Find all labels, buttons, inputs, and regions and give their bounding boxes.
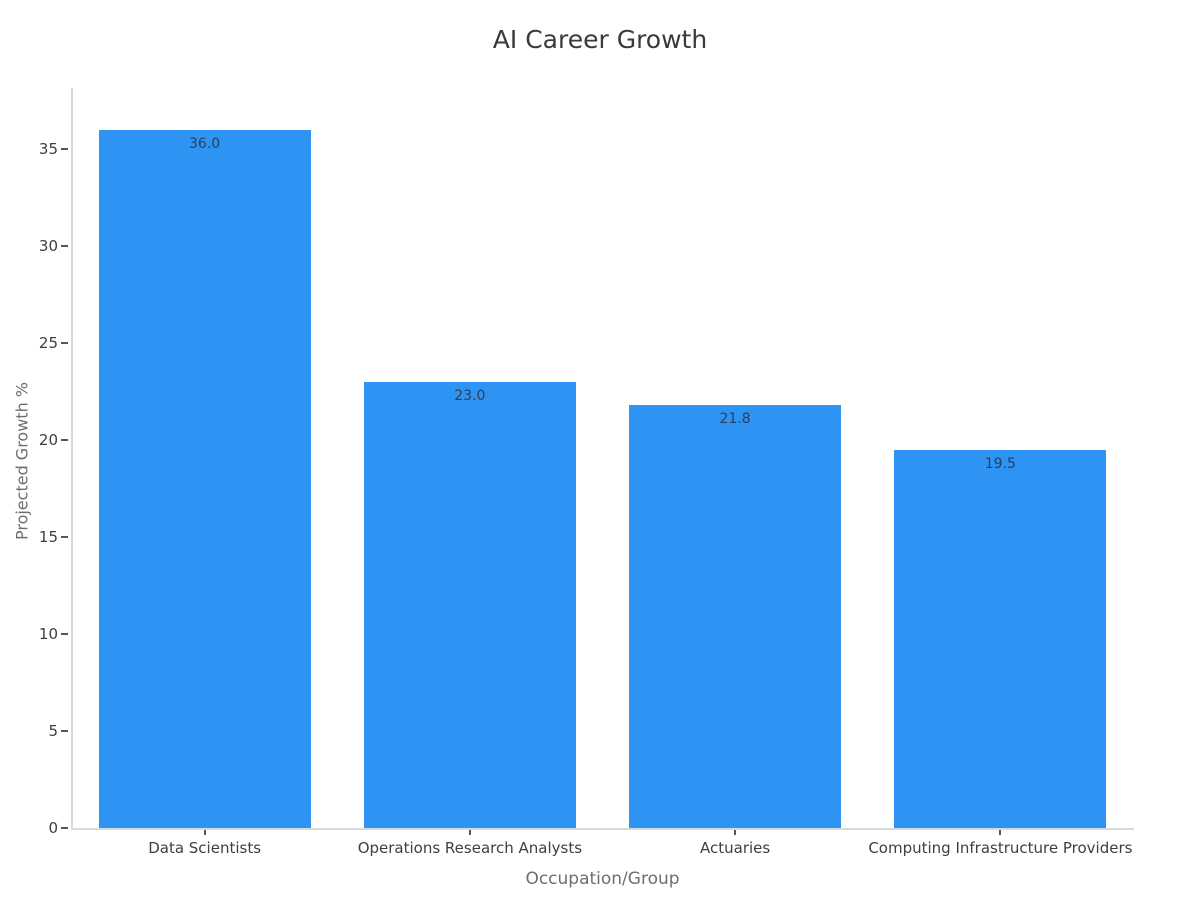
x-axis-line xyxy=(71,828,1134,830)
y-tick-label: 5 xyxy=(48,722,58,741)
x-tick-mark xyxy=(999,829,1002,835)
y-tick-label: 30 xyxy=(38,237,58,256)
bar xyxy=(894,449,1107,828)
x-tick-mark xyxy=(203,829,206,835)
chart-title: AI Career Growth xyxy=(492,25,708,54)
x-tick-label: Actuaries xyxy=(700,839,771,857)
y-tick-label: 10 xyxy=(38,625,58,644)
y-tick-label: 0 xyxy=(48,819,58,837)
bar xyxy=(363,381,576,828)
bar xyxy=(629,405,842,828)
y-tick-mark xyxy=(61,633,68,636)
bar-value-label: 23.0 xyxy=(454,387,486,404)
x-axis-title: Occupation/Group xyxy=(525,869,680,889)
x-tick-label: Data Scientists xyxy=(148,839,262,857)
y-tick-label: 20 xyxy=(38,431,58,450)
x-tick-label: Computing Infrastructure Providers xyxy=(868,839,1133,857)
y-tick-mark xyxy=(61,439,68,442)
y-axis-line xyxy=(71,88,73,828)
y-tick-mark xyxy=(61,827,68,829)
y-tick-label: 15 xyxy=(38,528,58,547)
bar-value-label: 36.0 xyxy=(189,135,221,152)
bar-value-label: 19.5 xyxy=(984,455,1016,472)
y-tick-mark xyxy=(61,148,68,151)
y-tick-label: 35 xyxy=(38,140,58,159)
y-tick-mark xyxy=(61,536,68,539)
bar-value-label: 21.8 xyxy=(719,411,751,428)
y-tick-mark xyxy=(61,342,68,345)
bar xyxy=(98,129,311,828)
y-tick-mark xyxy=(61,730,68,733)
x-tick-label: Operations Research Analysts xyxy=(357,839,583,857)
x-tick-mark xyxy=(734,829,737,835)
x-tick-mark xyxy=(468,829,471,835)
y-tick-label: 25 xyxy=(38,334,58,353)
y-tick-mark xyxy=(61,245,68,248)
